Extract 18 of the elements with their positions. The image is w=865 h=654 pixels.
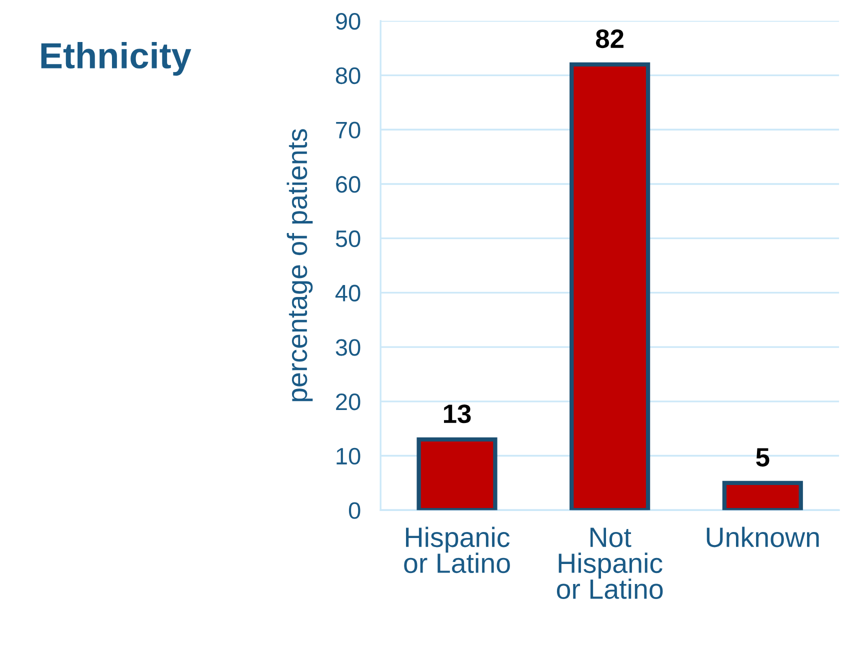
y-tick-label: 20 bbox=[336, 393, 360, 410]
data-label: 5 bbox=[756, 448, 770, 467]
y-tick-label: 80 bbox=[336, 67, 360, 84]
y-tick-label: 40 bbox=[335, 284, 360, 302]
text: Ethnicity bbox=[41, 42, 192, 76]
x-tick-label: Not Hispanic or Latino bbox=[556, 528, 663, 599]
y-tick-label: 30 bbox=[336, 339, 360, 356]
y-tick-label: 90 bbox=[336, 12, 360, 30]
y-tick-label: 70 bbox=[336, 122, 360, 138]
y-axis-title: percentage of patients bbox=[286, 129, 313, 402]
data-label: 82 bbox=[596, 29, 624, 48]
y-tick-label: 50 bbox=[336, 230, 360, 248]
y-tick-label: 10 bbox=[336, 448, 360, 465]
y-tick-label: 60 bbox=[336, 176, 360, 193]
x-tick-label: Hispanic or Latino bbox=[404, 526, 510, 574]
y-tick-label: 0 bbox=[348, 502, 360, 519]
x-tick-label: Unknown bbox=[706, 526, 819, 548]
data-label: 13 bbox=[444, 404, 471, 424]
